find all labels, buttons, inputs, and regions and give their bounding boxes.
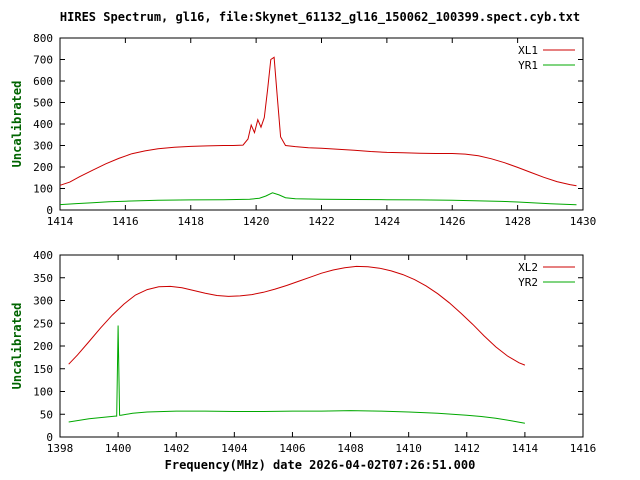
legend-label-XL1: XL1 — [518, 44, 538, 57]
x-tick-label: 1398 — [47, 442, 74, 455]
x-axis-label: Frequency(MHz) date 2026-04-02T07:26:51.… — [164, 458, 476, 472]
y-tick-label: 150 — [33, 363, 53, 376]
y-tick-label: 0 — [46, 204, 53, 217]
legend-label-XL2: XL2 — [518, 261, 538, 274]
series-line-YR1 — [59, 192, 577, 206]
chart-title: HIRES Spectrum, gl16, file:Skynet_61132_… — [59, 10, 581, 24]
x-tick-label: 1430 — [570, 215, 597, 228]
y-tick-label: 100 — [33, 386, 53, 399]
y-tick-label: 200 — [33, 161, 53, 174]
x-tick-label: 1412 — [454, 442, 481, 455]
x-tick-label: 1422 — [308, 215, 335, 228]
y-tick-label: 500 — [33, 97, 53, 110]
x-tick-label: 1420 — [243, 215, 270, 228]
y-tick-label: 300 — [33, 140, 53, 153]
y-tick-label: 250 — [33, 317, 53, 330]
y-tick-label: 400 — [33, 118, 53, 131]
y-tick-label: 400 — [33, 249, 53, 262]
x-tick-label: 1414 — [47, 215, 74, 228]
x-tick-label: 1402 — [163, 442, 190, 455]
top-plot: 1414 1416 1418 1420 1422 1424 1426 1428 1430 0 100… — [33, 32, 597, 228]
y-tick-label: 50 — [40, 408, 53, 421]
x-tick-label: 1404 — [221, 442, 248, 455]
y-tick-label: 700 — [33, 54, 53, 67]
x-tick-label: 1416 — [112, 215, 139, 228]
series-line-XL1 — [59, 56, 577, 187]
x-tick-label: 1400 — [105, 442, 132, 455]
y-tick-label: 350 — [33, 272, 53, 285]
x-tick-label: 1424 — [374, 215, 401, 228]
y-tick-label: 600 — [33, 75, 53, 88]
y-tick-label: 100 — [33, 183, 53, 196]
bottom-plot: 1398 1400 1402 1404 1406 1408 1410 1412 1414 1416… — [33, 249, 597, 455]
x-tick-label: 1416 — [570, 442, 597, 455]
plot-border — [59, 254, 584, 438]
series-line-YR2 — [68, 325, 525, 424]
y-tick-label: 300 — [33, 295, 53, 308]
x-tick-label: 1428 — [504, 215, 531, 228]
y-tick-label: 0 — [46, 431, 53, 444]
plot-border — [59, 37, 584, 211]
x-tick-label: 1418 — [178, 215, 205, 228]
y-tick-label: 800 — [33, 32, 53, 45]
x-tick-label: 1426 — [439, 215, 466, 228]
x-tick-label: 1408 — [337, 442, 364, 455]
series-line-XL2 — [68, 265, 526, 366]
legend-label-YR2: YR2 — [518, 276, 538, 289]
y-tick-label: 200 — [33, 340, 53, 353]
legend-label-YR1: YR1 — [518, 59, 538, 72]
x-tick-label: 1414 — [512, 442, 539, 455]
x-tick-label: 1410 — [395, 442, 422, 455]
x-tick-label: 1406 — [279, 442, 306, 455]
